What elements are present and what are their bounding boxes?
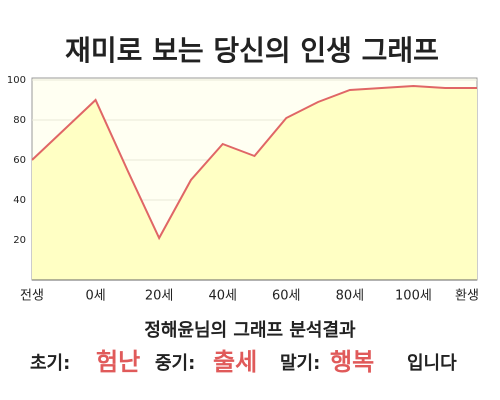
y-tick-label: 80 (13, 115, 26, 126)
result-word: 행복 (330, 348, 374, 376)
result-ending: 입니다 (407, 352, 457, 374)
plot-area: 20 40 60 80 100 전생 0세 20세 40세 60세 80세 100세 환생 (7, 75, 479, 304)
x-tick-label: 60세 (272, 289, 301, 304)
result-heading: 정해윤님의 그래프 분석결과 (144, 320, 356, 341)
x-tick-label: 0세 (85, 289, 105, 304)
y-tick-label: 60 (13, 155, 26, 166)
result-label: 초기: (30, 353, 70, 374)
x-tick-label: 전생 (20, 289, 44, 304)
x-tick-label: 20세 (145, 289, 174, 304)
result-word: 험난 (96, 348, 140, 376)
y-tick-label: 100 (7, 75, 26, 86)
y-tick-label: 40 (13, 195, 26, 206)
x-tick-label: 100세 (395, 289, 432, 304)
result-word: 출세 (213, 348, 257, 376)
area (32, 86, 477, 280)
x-tick-label: 80세 (336, 289, 365, 304)
result-label: 말기: (280, 353, 320, 374)
x-tick-label: 40세 (208, 289, 237, 304)
result-label: 중기: (155, 353, 195, 374)
line (31, 84, 477, 241)
y-tick-label: 20 (13, 235, 26, 246)
chart-title: 재미로 보는 당신의 인생 그래프 (65, 34, 439, 67)
x-tick-label: 환생 (455, 289, 479, 304)
